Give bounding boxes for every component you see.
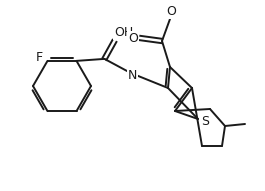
Text: N: N xyxy=(128,69,137,82)
Text: F: F xyxy=(36,51,43,64)
Text: O: O xyxy=(166,5,176,18)
Text: O: O xyxy=(128,32,138,45)
Text: S: S xyxy=(201,114,209,128)
Text: OH: OH xyxy=(114,26,133,39)
